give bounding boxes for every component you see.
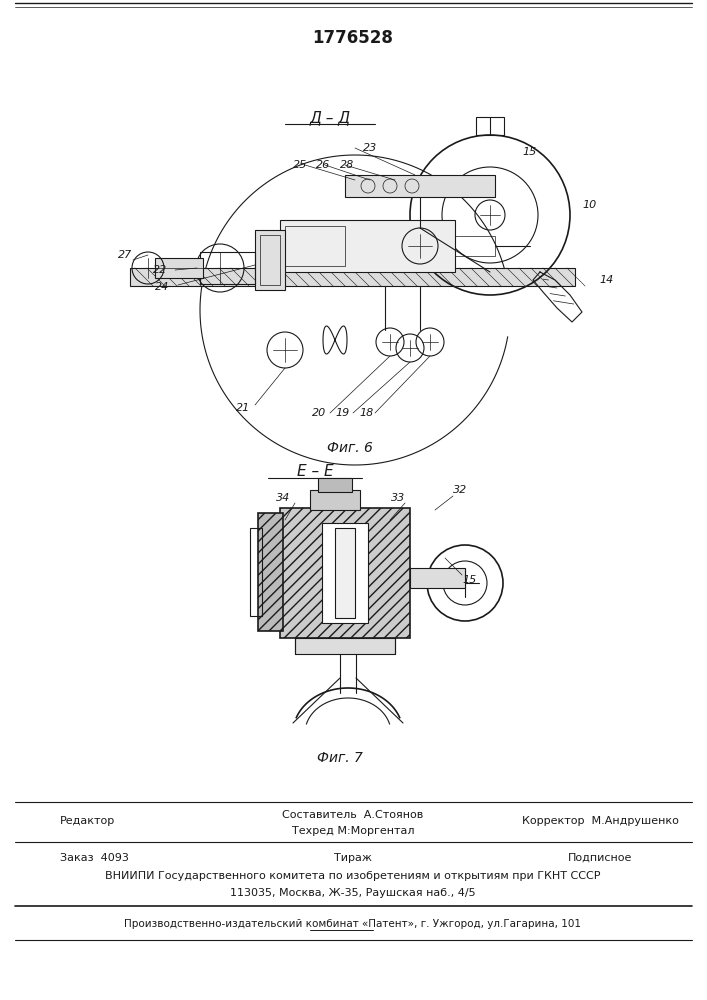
Bar	[130, 268, 575, 286]
Text: Подписное: Подписное	[568, 853, 632, 863]
Text: 19: 19	[336, 408, 350, 418]
Bar	[335, 528, 355, 618]
Bar	[250, 528, 262, 616]
Bar	[255, 230, 285, 290]
Text: 14: 14	[600, 275, 614, 285]
Text: 34: 34	[276, 493, 290, 503]
Text: Заказ  4093: Заказ 4093	[60, 853, 129, 863]
Text: 23: 23	[363, 143, 377, 153]
Bar	[200, 252, 255, 284]
Text: 26: 26	[316, 160, 330, 170]
Bar	[260, 235, 280, 285]
Text: 33: 33	[391, 493, 405, 503]
Text: Составитель  А.Стоянов: Составитель А.Стоянов	[282, 810, 423, 820]
Bar	[310, 490, 360, 510]
Text: 18: 18	[360, 408, 374, 418]
Text: Редактор: Редактор	[60, 816, 115, 826]
Bar	[155, 258, 203, 278]
Bar	[280, 220, 455, 272]
Text: Е – Е: Е – Е	[297, 464, 333, 480]
Bar	[285, 226, 345, 266]
Text: 15: 15	[463, 575, 477, 585]
Text: 21: 21	[236, 403, 250, 413]
Bar	[345, 175, 495, 197]
Text: 10: 10	[583, 200, 597, 210]
Text: 27: 27	[118, 250, 132, 260]
Text: 15: 15	[523, 147, 537, 157]
Bar	[318, 478, 352, 492]
Text: 32: 32	[453, 485, 467, 495]
Bar	[258, 513, 283, 631]
Bar	[476, 117, 504, 135]
Text: 28: 28	[340, 160, 354, 170]
Text: Техред М:Моргентал: Техред М:Моргентал	[292, 826, 414, 836]
Text: Фиг. 7: Фиг. 7	[317, 751, 363, 765]
Text: Д – Д: Д – Д	[310, 110, 351, 125]
Text: 1776528: 1776528	[312, 29, 393, 47]
Text: Фиг. 6: Фиг. 6	[327, 441, 373, 455]
Bar	[455, 236, 495, 256]
Text: Производственно-издательский комбинат «Патент», г. Ужгород, ул.Гагарина, 101: Производственно-издательский комбинат «П…	[124, 919, 581, 929]
Text: 22: 22	[153, 265, 167, 275]
Text: ВНИИПИ Государственного комитета по изобретениям и открытиям при ГКНТ СССР: ВНИИПИ Государственного комитета по изоб…	[105, 871, 601, 881]
Bar	[280, 508, 410, 638]
Bar	[322, 523, 368, 623]
Bar	[295, 638, 395, 654]
Text: 113035, Москва, Ж-35, Раушская наб., 4/5: 113035, Москва, Ж-35, Раушская наб., 4/5	[230, 888, 476, 898]
Text: Тираж: Тираж	[334, 853, 372, 863]
Text: 25: 25	[293, 160, 307, 170]
Text: 24: 24	[155, 282, 169, 292]
Bar	[410, 568, 465, 588]
Text: Корректор  М.Андрушенко: Корректор М.Андрушенко	[522, 816, 679, 826]
Text: 20: 20	[312, 408, 326, 418]
